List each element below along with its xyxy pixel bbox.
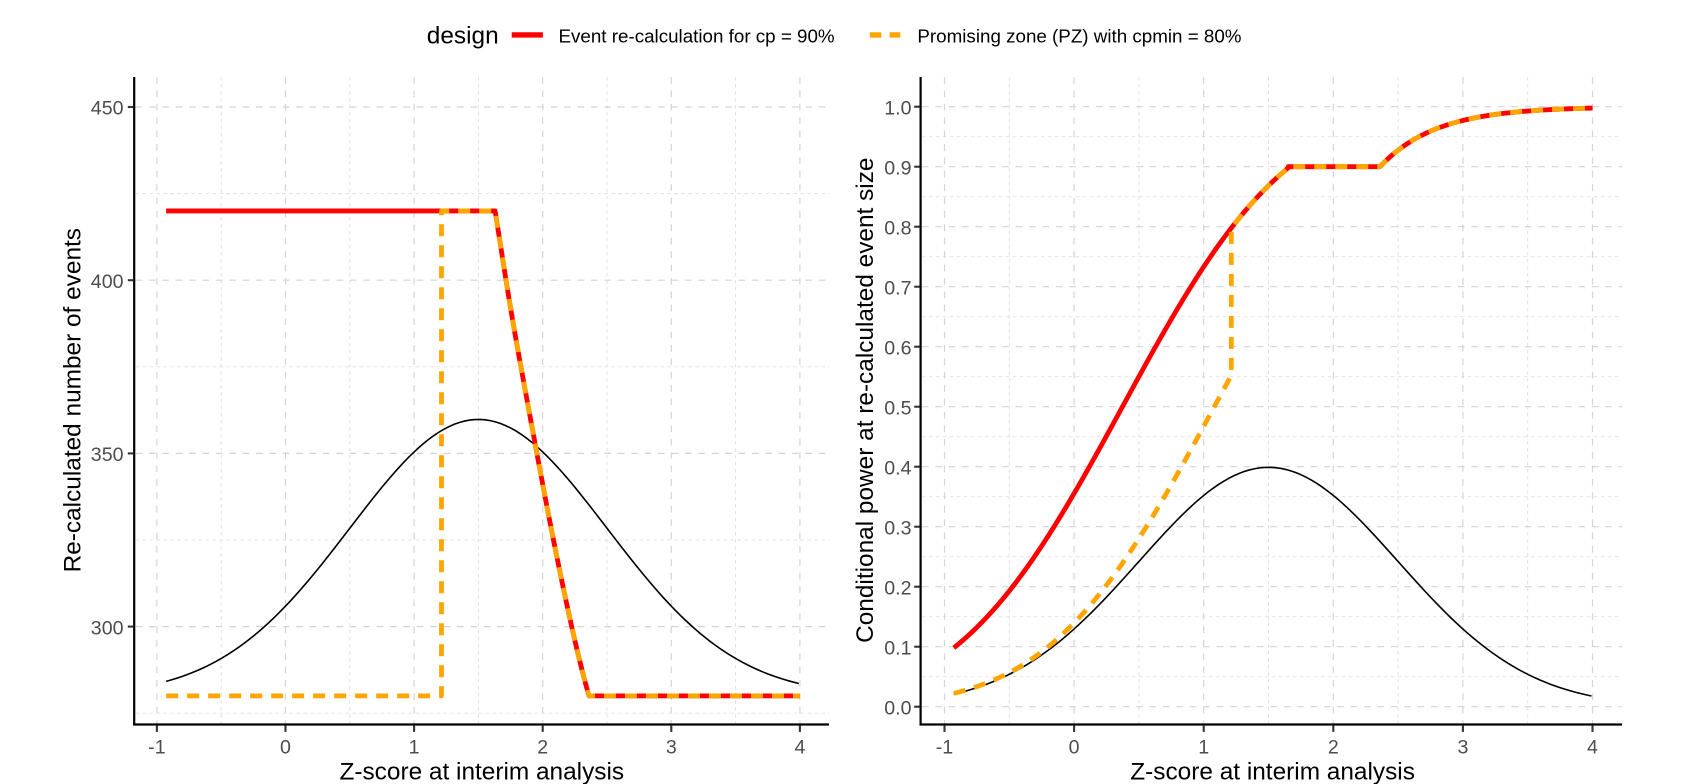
svg-text:-1: -1 xyxy=(148,736,165,758)
svg-text:0.8: 0.8 xyxy=(884,217,911,239)
svg-text:Promising zone (PZ) with cpmin: Promising zone (PZ) with cpmin = 80% xyxy=(917,26,1241,47)
svg-text:0.2: 0.2 xyxy=(884,577,911,599)
svg-text:0.7: 0.7 xyxy=(884,277,911,299)
svg-text:1: 1 xyxy=(409,736,420,758)
svg-text:Re-calculated number of events: Re-calculated number of events xyxy=(59,228,86,572)
svg-text:0: 0 xyxy=(1069,736,1080,758)
svg-text:4: 4 xyxy=(794,736,805,758)
svg-text:0.0: 0.0 xyxy=(884,697,911,719)
svg-text:0.4: 0.4 xyxy=(884,457,911,479)
svg-text:400: 400 xyxy=(91,271,124,293)
svg-text:0.3: 0.3 xyxy=(884,517,911,539)
svg-text:350: 350 xyxy=(91,444,124,466)
svg-text:-1: -1 xyxy=(936,736,953,758)
svg-text:Z-score at interim analysis: Z-score at interim analysis xyxy=(339,759,624,784)
svg-text:design: design xyxy=(427,23,499,50)
svg-text:Event re-calculation for cp =: Event re-calculation for cp = 90% xyxy=(559,26,835,47)
svg-text:0.9: 0.9 xyxy=(884,157,911,179)
svg-text:0.6: 0.6 xyxy=(884,337,911,359)
svg-text:Conditional power at re-calcul: Conditional power at re-calculated event… xyxy=(852,158,879,643)
svg-text:3: 3 xyxy=(666,736,677,758)
svg-text:1: 1 xyxy=(1198,736,1209,758)
svg-text:1.0: 1.0 xyxy=(884,97,911,119)
svg-text:Z-score at interim analysis: Z-score at interim analysis xyxy=(1130,759,1415,784)
svg-text:4: 4 xyxy=(1587,736,1598,758)
svg-text:2: 2 xyxy=(537,736,548,758)
svg-text:3: 3 xyxy=(1457,736,1468,758)
svg-text:300: 300 xyxy=(91,617,124,639)
svg-text:0.5: 0.5 xyxy=(884,397,911,419)
svg-text:2: 2 xyxy=(1328,736,1339,758)
svg-text:0: 0 xyxy=(280,736,291,758)
svg-text:0.1: 0.1 xyxy=(884,637,911,659)
svg-text:450: 450 xyxy=(91,98,124,120)
